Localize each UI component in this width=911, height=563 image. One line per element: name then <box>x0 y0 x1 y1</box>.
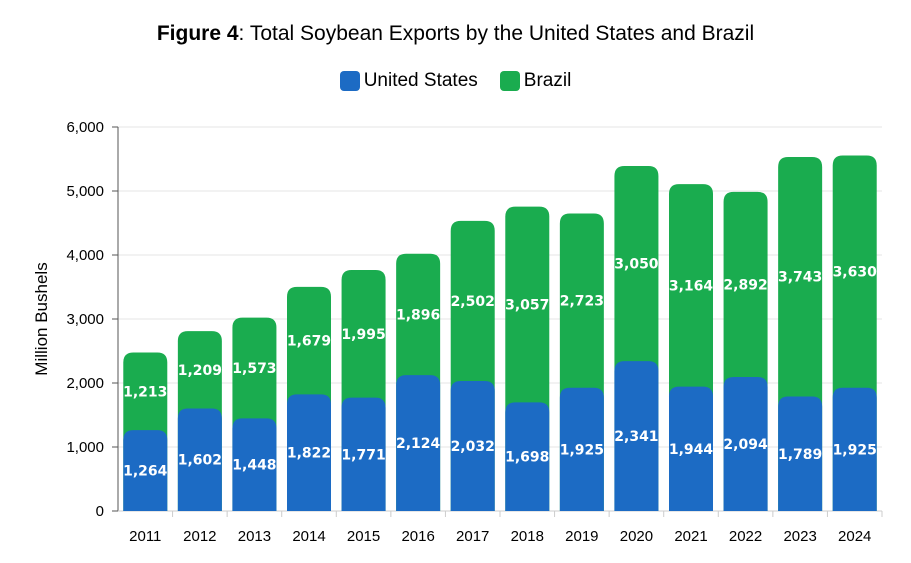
data-label-brazil: 1,213 <box>123 384 167 400</box>
y-tick-label: 2,000 <box>66 375 104 392</box>
y-axis-label: Million Bushels <box>32 262 51 375</box>
bar-us <box>669 386 713 511</box>
y-tick-label: 3,000 <box>66 311 104 328</box>
data-label-us: 1,822 <box>287 446 331 462</box>
data-label-brazil: 3,050 <box>614 257 659 273</box>
data-label-brazil: 2,502 <box>451 294 495 310</box>
bar-us <box>614 361 659 511</box>
legend-swatch-us <box>339 71 360 91</box>
bar-us <box>232 418 277 511</box>
data-label-us: 1,925 <box>833 442 877 458</box>
bar-us <box>505 402 550 511</box>
data-label-us: 1,698 <box>505 450 549 466</box>
y-tick-label: 0 <box>96 503 104 520</box>
x-tick-label: 2014 <box>292 528 325 545</box>
x-tick-label: 2023 <box>783 528 816 545</box>
data-label-brazil: 1,896 <box>396 307 440 323</box>
x-tick-label: 2017 <box>456 528 489 545</box>
legend-swatch-brazil <box>499 71 520 91</box>
data-label-us: 1,789 <box>778 447 822 463</box>
x-tick-label: 2024 <box>838 528 871 545</box>
chart-title: Figure 4: Total Soybean Exports by the U… <box>0 22 911 46</box>
bar-us <box>723 376 768 511</box>
data-label-brazil: 2,892 <box>723 277 767 293</box>
y-tick-label: 6,000 <box>66 119 104 136</box>
x-tick-label: 2015 <box>347 528 380 545</box>
x-tick-label: 2013 <box>238 528 271 545</box>
data-label-us: 2,032 <box>451 439 495 455</box>
data-label-us: 1,602 <box>178 453 222 469</box>
legend-item-us: United States <box>339 70 478 92</box>
data-label-us: 1,771 <box>341 447 385 463</box>
y-tick-label: 5,000 <box>66 183 104 200</box>
data-label-brazil: 1,209 <box>178 363 222 379</box>
bar-us <box>778 396 823 511</box>
data-label-brazil: 1,573 <box>232 361 276 377</box>
x-tick-label: 2020 <box>620 528 653 545</box>
data-label-brazil: 3,057 <box>505 298 549 314</box>
bar-us <box>123 430 168 511</box>
bar-us <box>287 394 331 511</box>
data-label-us: 1,448 <box>232 458 276 474</box>
bar-us <box>832 387 877 511</box>
legend-item-brazil: Brazil <box>499 70 572 92</box>
data-label-brazil: 1,679 <box>287 334 331 350</box>
x-tick-label: 2019 <box>565 528 598 545</box>
x-tick-label: 2011 <box>129 528 161 545</box>
data-label-us: 2,341 <box>614 429 658 445</box>
data-label-brazil: 3,743 <box>778 270 822 286</box>
bar-us <box>341 397 386 511</box>
data-label-us: 1,925 <box>560 442 604 458</box>
bar-us <box>450 380 495 511</box>
x-tick-label: 2012 <box>183 528 216 545</box>
bar-us <box>559 387 604 511</box>
x-tick-label: 2021 <box>674 528 707 545</box>
y-tick-label: 4,000 <box>66 247 104 264</box>
bar-us <box>396 375 441 511</box>
bar-us <box>177 408 222 511</box>
legend-label-us: United States <box>363 70 478 91</box>
data-label-us: 2,124 <box>396 436 441 452</box>
x-tick-label: 2016 <box>401 528 434 545</box>
y-tick-label: 1,000 <box>66 439 104 456</box>
x-tick-label: 2022 <box>729 528 762 545</box>
data-label-us: 1,264 <box>123 464 168 480</box>
data-label-us: 1,944 <box>669 442 714 458</box>
data-label-brazil: 2,723 <box>560 294 604 310</box>
title-bold: Figure 4 <box>156 22 239 45</box>
data-label-us: 2,094 <box>723 437 768 453</box>
x-tick-label: 2018 <box>511 528 544 545</box>
title-rest: : Total Soybean Exports by the United St… <box>238 22 755 45</box>
data-label-brazil: 3,164 <box>669 278 714 294</box>
legend: United States Brazil <box>0 70 911 92</box>
data-label-brazil: 1,995 <box>341 327 385 343</box>
legend-label-brazil: Brazil <box>523 70 572 91</box>
data-label-brazil: 3,630 <box>833 265 878 281</box>
